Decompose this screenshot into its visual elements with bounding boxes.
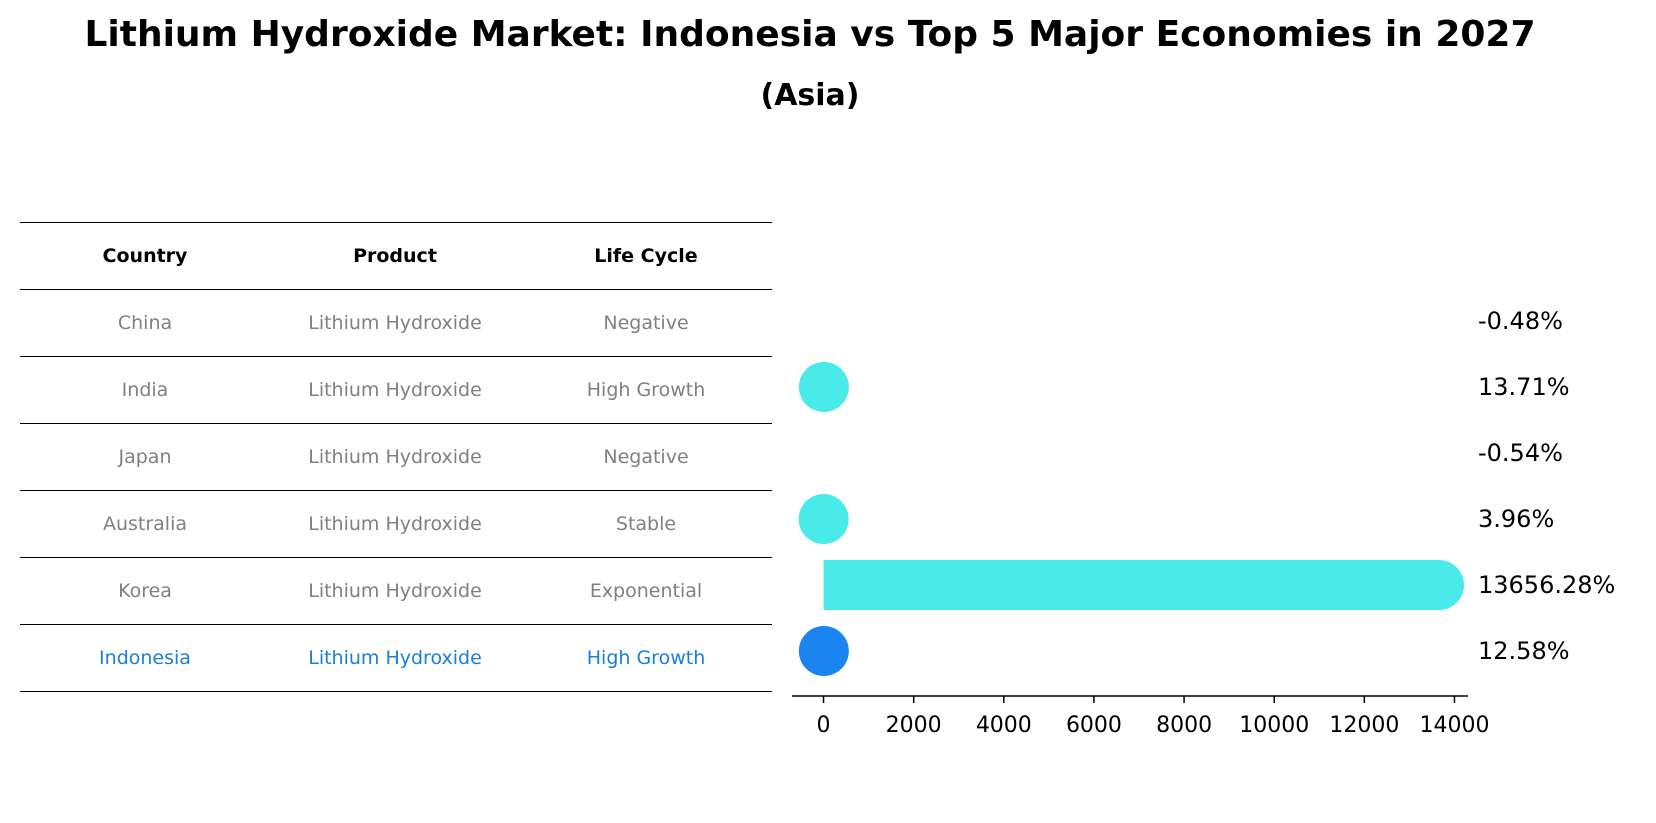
cell-country: Korea xyxy=(118,580,172,602)
data-label: -0.48% xyxy=(1478,307,1563,335)
cell-life-cycle: Exponential xyxy=(589,580,703,602)
x-tick-label: 10000 xyxy=(1239,713,1309,738)
cell-country: Indonesia xyxy=(99,647,191,669)
table-row: Korea Lithium Hydroxide Exponential xyxy=(20,557,772,624)
cell-country: Japan xyxy=(118,446,172,468)
cell-product: Lithium Hydroxide xyxy=(308,312,482,334)
data-label: 13656.28% xyxy=(1478,571,1615,599)
data-table: Country Product Life Cycle China Lithium… xyxy=(20,222,772,692)
table-row: Japan Lithium Hydroxide Negative xyxy=(20,423,772,490)
cell-life-cycle: High Growth xyxy=(586,379,706,401)
chart-title: Lithium Hydroxide Market: Indonesia vs T… xyxy=(84,14,1536,55)
cell-product: Lithium Hydroxide xyxy=(308,379,482,401)
table-row-highlighted: Indonesia Lithium Hydroxide High Growth xyxy=(20,624,772,692)
x-tick-label: 14000 xyxy=(1419,713,1489,738)
x-tick-label: 8000 xyxy=(1156,713,1212,738)
x-tick-label: 2000 xyxy=(886,713,942,738)
header-life-cycle: Life Cycle xyxy=(594,245,698,267)
data-label: 3.96% xyxy=(1478,505,1554,533)
table-row: Australia Lithium Hydroxide Stable xyxy=(20,490,772,557)
table-row: China Lithium Hydroxide Negative xyxy=(20,289,772,356)
header-country: Country xyxy=(102,245,188,267)
data-label: -0.54% xyxy=(1478,439,1563,467)
table-header-row: Country Product Life Cycle xyxy=(20,222,772,289)
cell-product: Lithium Hydroxide xyxy=(308,513,482,535)
x-tick-label: 6000 xyxy=(1066,713,1122,738)
cell-life-cycle: Negative xyxy=(603,312,689,334)
bar xyxy=(798,626,849,676)
bar xyxy=(798,362,849,412)
cell-product: Lithium Hydroxide xyxy=(308,446,482,468)
data-label: 12.58% xyxy=(1478,637,1570,665)
cell-country: India xyxy=(121,379,169,401)
cell-life-cycle: Negative xyxy=(603,446,689,468)
x-tick-label: 12000 xyxy=(1329,713,1399,738)
chart-subtitle: (Asia) xyxy=(760,78,860,113)
bar xyxy=(798,494,849,544)
bar-cap xyxy=(1413,560,1464,610)
x-tick-label: 0 xyxy=(817,713,831,738)
cell-country: China xyxy=(117,312,173,334)
cell-life-cycle: Stable xyxy=(615,513,677,535)
header-product: Product xyxy=(353,245,437,267)
cell-country: Australia xyxy=(102,513,188,535)
cell-product: Lithium Hydroxide xyxy=(308,647,482,669)
table-row: India Lithium Hydroxide High Growth xyxy=(20,356,772,423)
bar xyxy=(823,560,1439,610)
data-label: 13.71% xyxy=(1478,373,1570,401)
x-tick-label: 4000 xyxy=(976,713,1032,738)
cell-life-cycle: High Growth xyxy=(586,647,706,669)
cell-product: Lithium Hydroxide xyxy=(308,580,482,602)
